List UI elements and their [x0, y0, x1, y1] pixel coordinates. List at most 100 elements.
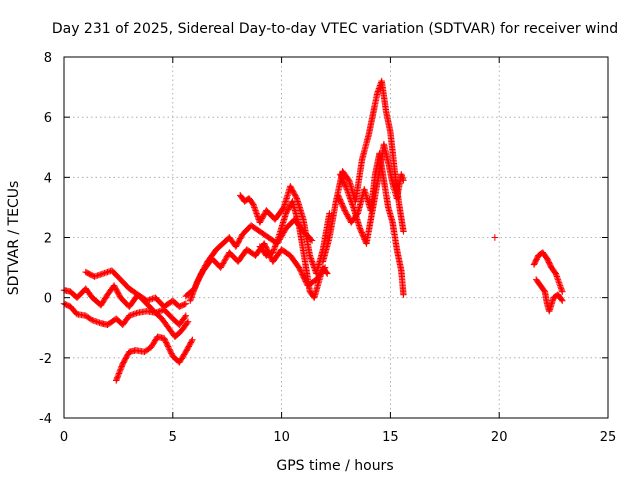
- y-tick-label: -2: [39, 352, 52, 367]
- plot-frame: [63, 56, 609, 419]
- grid-lines: [64, 57, 608, 418]
- data-point: [300, 274, 307, 281]
- data-point: [162, 339, 170, 346]
- data-point: [261, 241, 269, 249]
- y-tick-label: 4: [44, 171, 52, 186]
- data-point: [341, 180, 348, 188]
- data-point: [164, 343, 172, 350]
- data-point: [339, 203, 347, 210]
- data-point: [263, 244, 270, 251]
- x-axis-label: GPS time / hours: [276, 458, 393, 474]
- y-tick-label: 8: [44, 51, 52, 66]
- data-point: [292, 193, 300, 201]
- data-point: [337, 172, 345, 179]
- data-point: [339, 176, 346, 183]
- y-tick-label: -4: [39, 412, 52, 427]
- data-point: [260, 240, 268, 247]
- data-point: [167, 348, 174, 356]
- data-point: [279, 205, 287, 212]
- data-point: [297, 267, 304, 274]
- chart-title: Day 231 of 2025, Sidereal Day-to-day VTE…: [52, 21, 618, 37]
- data-point: [168, 350, 175, 357]
- data-point: [181, 313, 189, 321]
- data-point: [189, 336, 196, 343]
- data-point: [164, 342, 171, 349]
- x-tick-label: 25: [600, 430, 617, 445]
- data-point: [182, 300, 190, 307]
- data-point: [160, 335, 168, 342]
- x-tick-label: 20: [491, 430, 508, 445]
- data-point: [295, 264, 303, 271]
- data-point: [182, 312, 190, 319]
- data-point: [336, 196, 344, 203]
- data-point: [358, 229, 365, 236]
- data-point: [299, 271, 306, 278]
- data-point: [218, 263, 225, 270]
- x-tick-label: 15: [382, 430, 399, 445]
- data-point: [188, 337, 195, 345]
- data-point: [217, 264, 224, 271]
- data-point: [540, 287, 548, 294]
- data-point: [344, 175, 352, 183]
- data-point: [308, 237, 316, 244]
- data-point: [323, 269, 330, 276]
- y-tick-label: 6: [44, 111, 52, 126]
- data-point: [223, 254, 230, 262]
- data-point: [338, 175, 346, 182]
- data-point: [559, 297, 566, 304]
- data-point: [337, 197, 344, 205]
- data-point: [357, 226, 364, 234]
- y-axis-label: SDTVAR / TECUs: [6, 181, 22, 296]
- data-point: [163, 340, 170, 348]
- x-tick-label: 0: [60, 430, 68, 445]
- data-point: [183, 319, 191, 327]
- x-tick-label: 5: [169, 430, 177, 445]
- data-point: [335, 193, 342, 200]
- data-point: [296, 265, 303, 273]
- data-point: [341, 182, 349, 189]
- data-point: [165, 344, 172, 352]
- data-point: [340, 204, 347, 211]
- data-point: [184, 318, 192, 325]
- data-point: [340, 177, 347, 185]
- data-point: [359, 230, 366, 238]
- data-point: [400, 228, 407, 235]
- data-point: [166, 347, 174, 354]
- data-point: [339, 201, 346, 209]
- data-point: [223, 253, 231, 260]
- data-point: [222, 256, 229, 263]
- data-point: [491, 234, 499, 241]
- data-point: [558, 296, 565, 303]
- data-point: [297, 268, 305, 275]
- data-point: [400, 291, 407, 298]
- y-tick-label: 2: [44, 232, 52, 247]
- data-point: [219, 260, 227, 267]
- data-point: [342, 183, 349, 190]
- data-point: [249, 200, 256, 207]
- data-point: [559, 288, 566, 295]
- data-point: [551, 269, 559, 276]
- data-point: [162, 337, 169, 345]
- data-point: [340, 205, 348, 213]
- data-point: [161, 336, 168, 343]
- data-point: [400, 177, 407, 184]
- data-point: [357, 228, 365, 235]
- data-point: [166, 346, 173, 353]
- x-tick-label: 10: [273, 430, 290, 445]
- data-point: [334, 192, 342, 199]
- data-point: [324, 270, 331, 277]
- data-point: [181, 301, 188, 308]
- data-point: [359, 232, 367, 239]
- data-point: [338, 200, 345, 207]
- data-point: [360, 233, 367, 240]
- data-point: [219, 261, 226, 269]
- data-point: [221, 257, 228, 264]
- data-points: [60, 77, 566, 384]
- data-point: [340, 179, 348, 186]
- data-point: [337, 171, 344, 178]
- data-point: [356, 225, 364, 232]
- data-point: [338, 173, 345, 181]
- data-point: [220, 258, 228, 266]
- data-point: [262, 243, 269, 250]
